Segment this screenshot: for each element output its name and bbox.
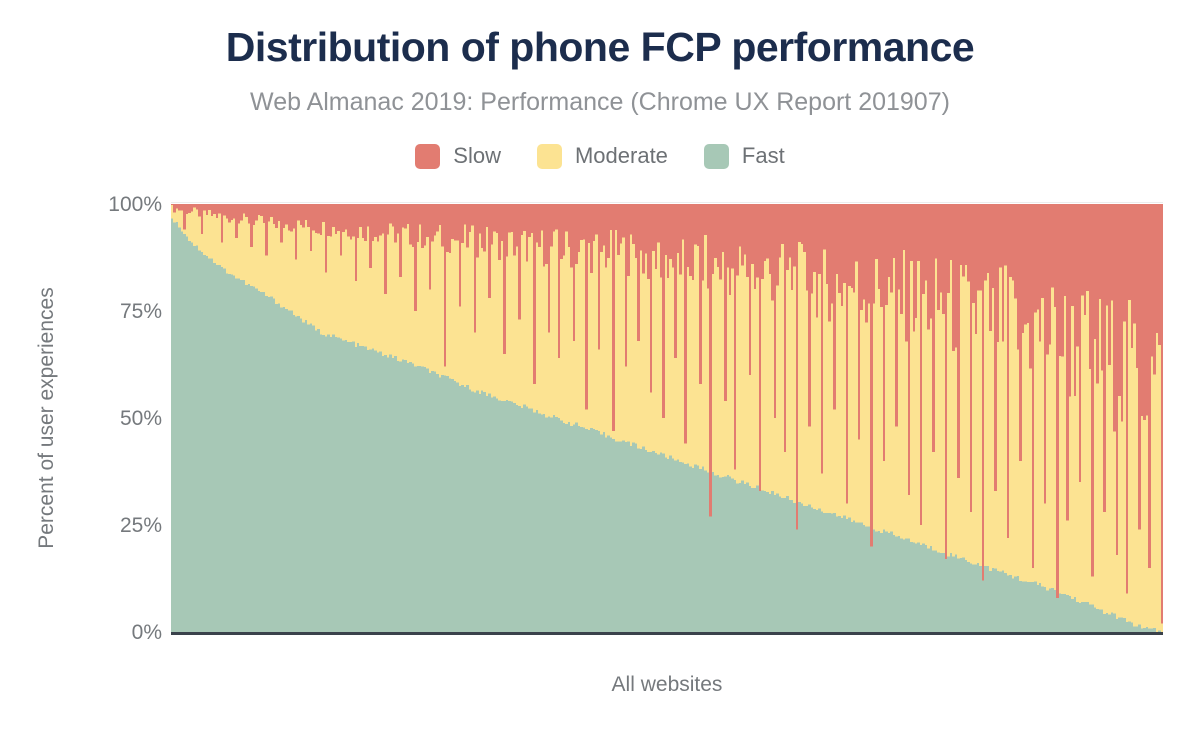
plot-top-gridline (171, 202, 1163, 203)
moderate-swatch-icon (536, 143, 562, 169)
stacked-bar-plot (171, 204, 1163, 635)
slow-swatch-icon (415, 143, 441, 169)
chart-legend: Slow Moderate Fast (0, 141, 1200, 171)
legend-label-slow: Slow (453, 143, 501, 168)
y-tick-25: 25% (119, 514, 162, 537)
y-tick-0: 0% (131, 621, 162, 644)
y-tick-75: 75% (119, 300, 162, 323)
fast-swatch-icon (703, 143, 729, 169)
legend-item-moderate: Moderate (536, 143, 668, 169)
legend-item-fast: Fast (703, 143, 785, 169)
chart-subtitle: Web Almanac 2019: Performance (Chrome UX… (250, 88, 950, 116)
legend-label-fast: Fast (741, 143, 785, 168)
legend-item-slow: Slow (415, 143, 501, 169)
y-axis-title: Percent of user experiences (35, 287, 58, 549)
chart-title: Distribution of phone FCP performance (225, 24, 975, 70)
y-tick-50: 50% (119, 407, 162, 430)
legend-label-moderate: Moderate (574, 143, 668, 168)
x-axis-title: All websites (611, 673, 723, 696)
y-tick-100: 100% (108, 193, 162, 216)
